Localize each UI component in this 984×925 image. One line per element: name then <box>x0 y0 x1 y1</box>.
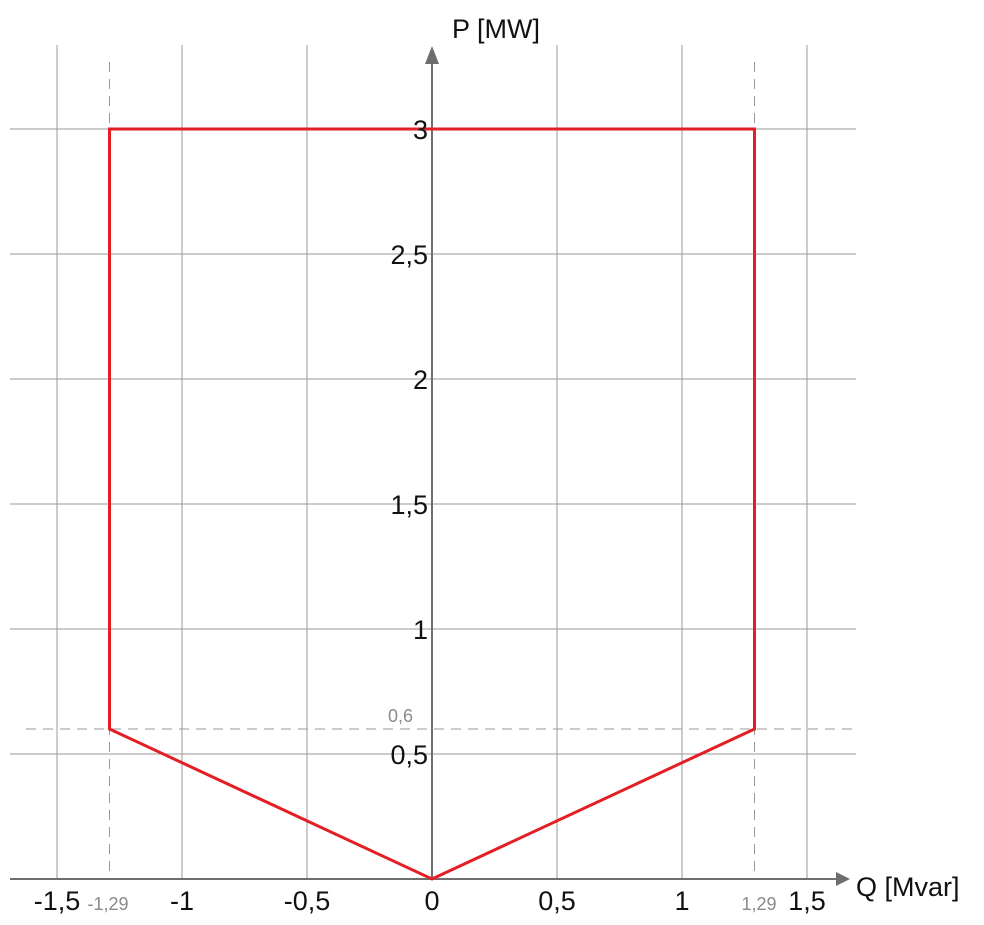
x-tick-label: -1 <box>170 886 194 916</box>
x-tick-label: 0 <box>424 886 439 916</box>
y-tick-label: 2,5 <box>390 240 428 270</box>
x-axis-title: Q [Mvar] <box>856 872 960 902</box>
x-reference-label: 1,29 <box>741 894 776 914</box>
y-tick-label: 1 <box>413 615 428 645</box>
series <box>108 127 756 881</box>
y-tick-label: 2 <box>413 365 428 395</box>
x-tick-label: -1,5 <box>34 886 81 916</box>
tick-labels: -1,29 1,29 0,6 -1,5 -1 -0,5 0 0,5 1 1,5 0,5 1 1,5 2 2,… <box>34 115 826 916</box>
axes <box>10 46 850 886</box>
y-tick-label: 3 <box>413 115 428 145</box>
x-tick-label: 1 <box>674 886 689 916</box>
y-tick-label: 1,5 <box>390 490 428 520</box>
x-axis-arrow-icon <box>836 872 850 886</box>
reference-lines <box>26 62 856 879</box>
series-line <box>108 127 756 881</box>
y-reference-label: 0,6 <box>388 706 413 726</box>
y-axis-title: P [MW] <box>452 14 540 44</box>
x-tick-label: 0,5 <box>538 886 576 916</box>
y-axis-arrow-icon <box>425 46 439 64</box>
y-tick-label: 0,5 <box>390 740 428 770</box>
x-reference-label: -1,29 <box>88 894 129 914</box>
x-tick-label: -0,5 <box>284 886 331 916</box>
x-tick-label: 1,5 <box>788 886 826 916</box>
